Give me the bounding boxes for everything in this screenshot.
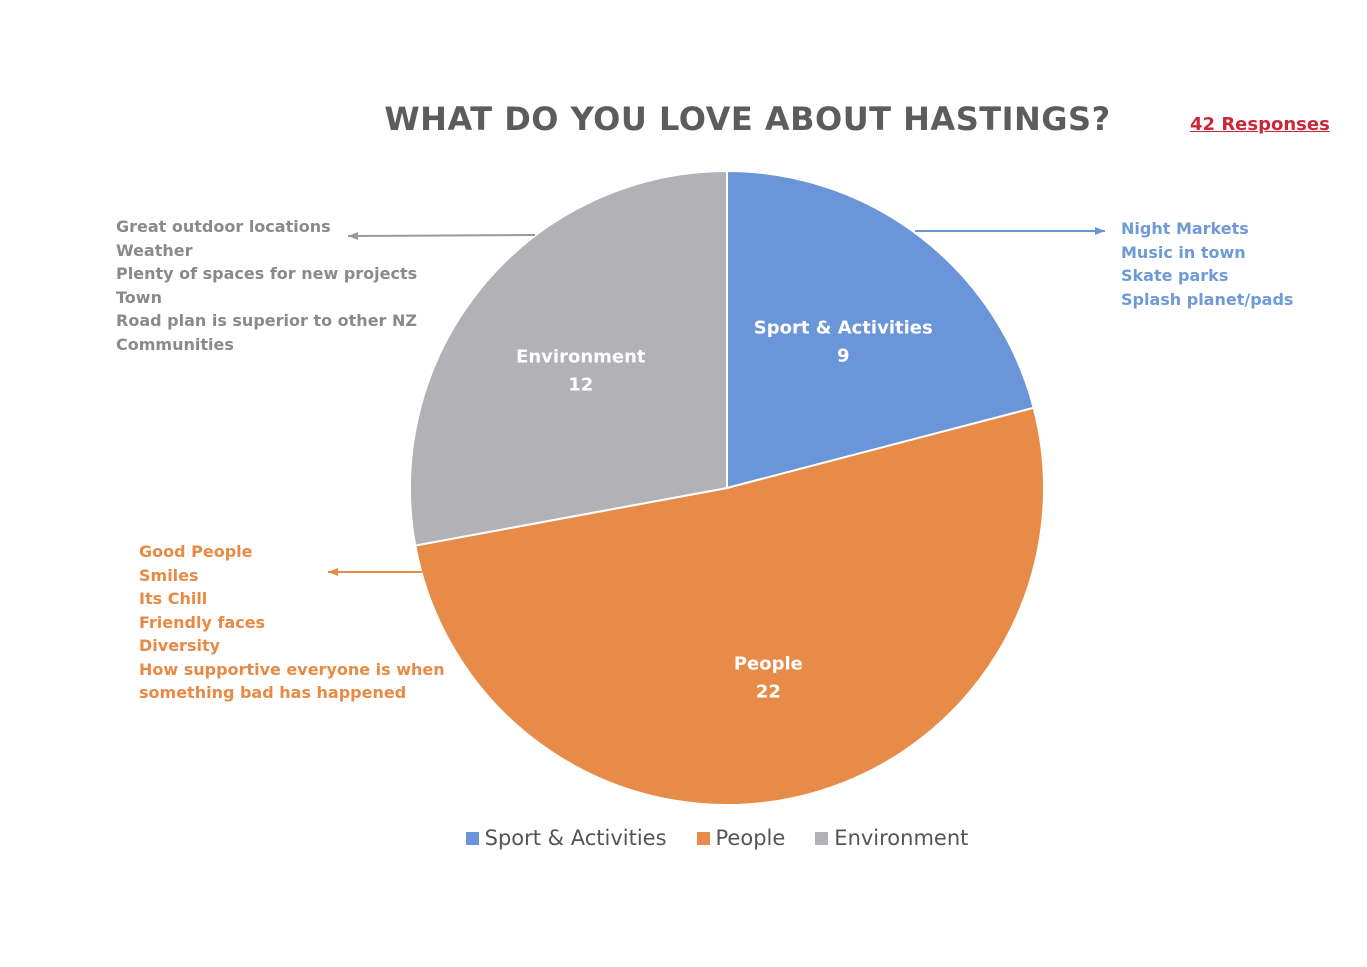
pie-slice-sport-activities	[726, 169, 1035, 490]
legend-label: Environment	[834, 826, 969, 850]
environment-comment: Great outdoor locations	[116, 217, 331, 236]
slice-label-sport-activities: Sport & Activities	[754, 317, 933, 338]
chart-title: WHAT DO YOU LOVE ABOUT HASTINGS?	[384, 100, 1111, 138]
sport-comment: Skate parks	[1121, 266, 1229, 285]
sport-comment: Music in town	[1121, 242, 1246, 262]
legend-label: People	[715, 826, 786, 850]
legend-swatch	[815, 831, 829, 845]
people-comment: How supportive everyone is when	[139, 659, 445, 679]
legend-item-sport-activities: Sport & Activities	[465, 826, 667, 850]
sport-leader-arrow	[915, 227, 1105, 235]
responses-count: 42 Responses	[1190, 114, 1330, 135]
people-comments: Good People Smiles Its Chill Friendly faces…	[139, 540, 445, 705]
chart-legend: Sport & Activities People Environment	[0, 826, 1367, 850]
pie-slice-environment	[409, 169, 728, 547]
environment-comments: Great outdoor locations Weather Plenty of …	[116, 215, 417, 356]
slice-label-people: People	[734, 654, 803, 675]
people-comment: Friendly faces	[139, 612, 266, 632]
people-leader-arrow	[328, 568, 422, 576]
people-comment: Good People	[139, 542, 253, 561]
pie-slice-people	[414, 406, 1045, 807]
slice-value-people: 22	[756, 682, 781, 703]
legend-swatch	[465, 831, 479, 845]
people-comment: Diversity	[139, 636, 221, 655]
environment-comment: Communities	[116, 334, 234, 354]
legend-label: Sport & Activities	[484, 826, 667, 850]
environment-leader-arrow	[347, 232, 536, 240]
sport-comments: Night Markets Music in town Skate parks Spl…	[1121, 217, 1293, 311]
people-comment: something bad has happened	[139, 683, 407, 702]
sport-comment: Night Markets	[1121, 219, 1249, 238]
legend-item-people: People	[696, 826, 786, 850]
slice-value-environment: 12	[568, 374, 593, 395]
slice-value-sport-activities: 9	[837, 345, 850, 366]
environment-comment: Town	[116, 287, 162, 307]
environment-comment: Plenty of spaces for new projects	[116, 264, 418, 283]
environment-comment: Road plan is superior to other NZ	[116, 311, 417, 330]
legend-item-environment: Environment	[815, 826, 968, 850]
sport-comment: Splash planet/pads	[1121, 289, 1294, 309]
people-comment: Smiles	[139, 565, 199, 585]
people-comment: Its Chill	[139, 589, 208, 608]
environment-comment: Weather	[116, 240, 193, 260]
slice-label-environment: Environment	[516, 346, 646, 367]
legend-swatch	[696, 831, 710, 845]
